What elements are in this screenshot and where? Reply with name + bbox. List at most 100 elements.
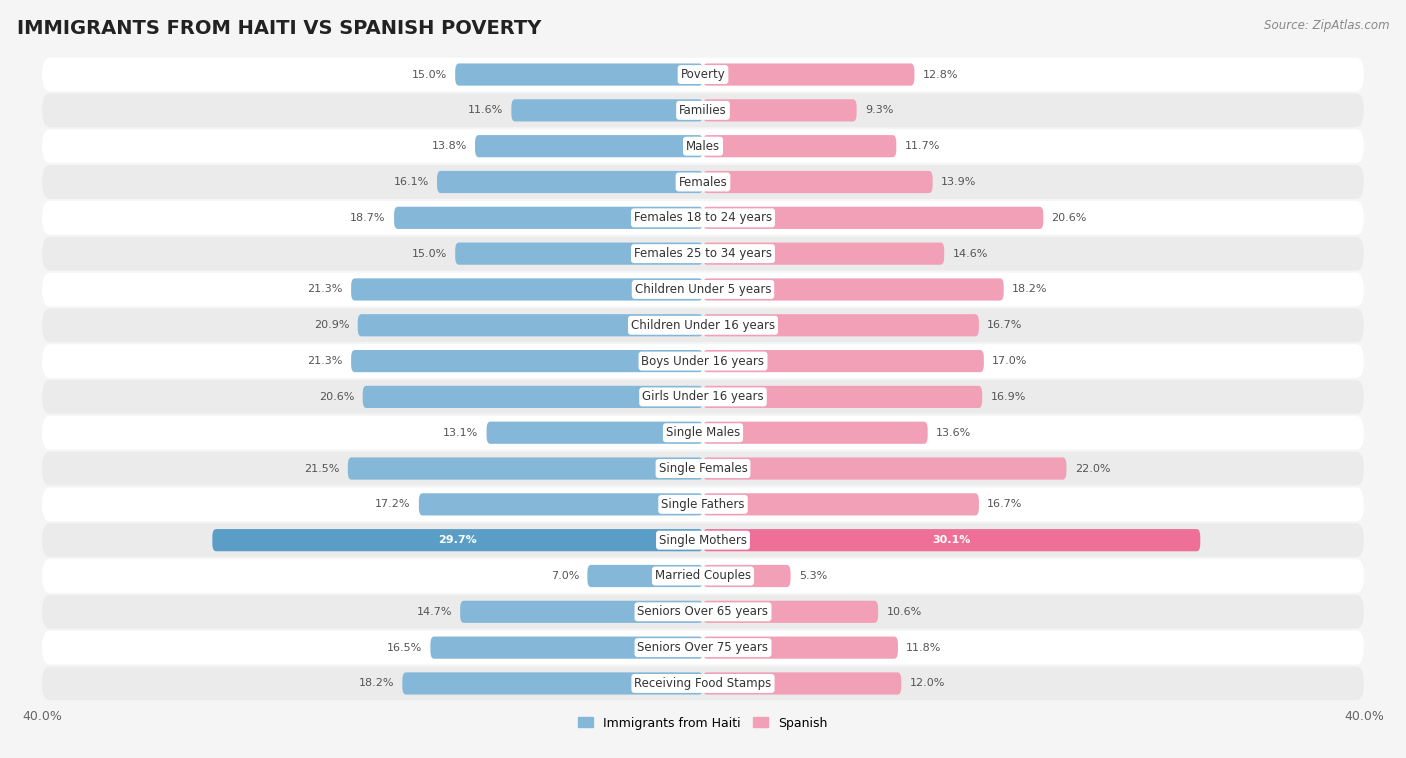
Text: 14.6%: 14.6%: [952, 249, 988, 258]
Text: 7.0%: 7.0%: [551, 571, 579, 581]
Text: 5.3%: 5.3%: [799, 571, 827, 581]
FancyBboxPatch shape: [42, 631, 1364, 665]
FancyBboxPatch shape: [352, 350, 703, 372]
Text: 30.1%: 30.1%: [932, 535, 970, 545]
FancyBboxPatch shape: [42, 309, 1364, 342]
FancyBboxPatch shape: [42, 595, 1364, 628]
Text: 22.0%: 22.0%: [1074, 464, 1111, 474]
FancyBboxPatch shape: [42, 416, 1364, 449]
Text: 9.3%: 9.3%: [865, 105, 893, 115]
FancyBboxPatch shape: [42, 165, 1364, 199]
FancyBboxPatch shape: [42, 380, 1364, 414]
Text: 18.2%: 18.2%: [1012, 284, 1047, 294]
FancyBboxPatch shape: [363, 386, 703, 408]
Legend: Immigrants from Haiti, Spanish: Immigrants from Haiti, Spanish: [574, 712, 832, 735]
FancyBboxPatch shape: [42, 523, 1364, 557]
Text: 17.2%: 17.2%: [375, 500, 411, 509]
Text: Children Under 16 years: Children Under 16 years: [631, 319, 775, 332]
Text: 20.6%: 20.6%: [319, 392, 354, 402]
FancyBboxPatch shape: [430, 637, 703, 659]
FancyBboxPatch shape: [703, 672, 901, 694]
FancyBboxPatch shape: [703, 278, 1004, 301]
Text: 16.5%: 16.5%: [387, 643, 422, 653]
Text: 29.7%: 29.7%: [439, 535, 477, 545]
FancyBboxPatch shape: [703, 99, 856, 121]
Text: 18.2%: 18.2%: [359, 678, 394, 688]
FancyBboxPatch shape: [42, 487, 1364, 522]
FancyBboxPatch shape: [703, 386, 983, 408]
Text: Females 25 to 34 years: Females 25 to 34 years: [634, 247, 772, 260]
Text: Married Couples: Married Couples: [655, 569, 751, 582]
FancyBboxPatch shape: [347, 457, 703, 480]
FancyBboxPatch shape: [703, 243, 945, 265]
FancyBboxPatch shape: [703, 135, 896, 158]
Text: 13.1%: 13.1%: [443, 428, 478, 437]
FancyBboxPatch shape: [703, 457, 1066, 480]
FancyBboxPatch shape: [475, 135, 703, 158]
Text: Females: Females: [679, 176, 727, 189]
FancyBboxPatch shape: [703, 171, 932, 193]
FancyBboxPatch shape: [42, 93, 1364, 127]
FancyBboxPatch shape: [703, 314, 979, 337]
Text: Single Males: Single Males: [666, 426, 740, 439]
FancyBboxPatch shape: [703, 350, 984, 372]
FancyBboxPatch shape: [42, 559, 1364, 593]
Text: 15.0%: 15.0%: [412, 70, 447, 80]
Text: 17.0%: 17.0%: [993, 356, 1028, 366]
Text: Seniors Over 75 years: Seniors Over 75 years: [637, 641, 769, 654]
FancyBboxPatch shape: [703, 421, 928, 444]
FancyBboxPatch shape: [437, 171, 703, 193]
Text: 11.6%: 11.6%: [468, 105, 503, 115]
FancyBboxPatch shape: [703, 565, 790, 587]
FancyBboxPatch shape: [588, 565, 703, 587]
Text: IMMIGRANTS FROM HAITI VS SPANISH POVERTY: IMMIGRANTS FROM HAITI VS SPANISH POVERTY: [17, 19, 541, 38]
Text: 13.6%: 13.6%: [936, 428, 972, 437]
FancyBboxPatch shape: [42, 58, 1364, 92]
Text: 15.0%: 15.0%: [412, 249, 447, 258]
FancyBboxPatch shape: [486, 421, 703, 444]
Text: 20.9%: 20.9%: [314, 321, 350, 330]
FancyBboxPatch shape: [352, 278, 703, 301]
Text: 21.3%: 21.3%: [308, 284, 343, 294]
Text: 14.7%: 14.7%: [416, 607, 451, 617]
Text: Single Females: Single Females: [658, 462, 748, 475]
FancyBboxPatch shape: [42, 344, 1364, 378]
Text: 21.5%: 21.5%: [304, 464, 339, 474]
Text: 16.7%: 16.7%: [987, 500, 1022, 509]
Text: 10.6%: 10.6%: [886, 607, 921, 617]
Text: Males: Males: [686, 139, 720, 152]
Text: Children Under 5 years: Children Under 5 years: [634, 283, 772, 296]
Text: 11.7%: 11.7%: [904, 141, 941, 151]
FancyBboxPatch shape: [394, 207, 703, 229]
Text: Females 18 to 24 years: Females 18 to 24 years: [634, 211, 772, 224]
FancyBboxPatch shape: [402, 672, 703, 694]
Text: Poverty: Poverty: [681, 68, 725, 81]
FancyBboxPatch shape: [42, 666, 1364, 700]
Text: 12.8%: 12.8%: [922, 70, 959, 80]
Text: 16.7%: 16.7%: [987, 321, 1022, 330]
Text: Boys Under 16 years: Boys Under 16 years: [641, 355, 765, 368]
Text: 12.0%: 12.0%: [910, 678, 945, 688]
FancyBboxPatch shape: [703, 207, 1043, 229]
Text: 16.1%: 16.1%: [394, 177, 429, 187]
FancyBboxPatch shape: [456, 243, 703, 265]
FancyBboxPatch shape: [419, 493, 703, 515]
FancyBboxPatch shape: [212, 529, 703, 551]
FancyBboxPatch shape: [512, 99, 703, 121]
Text: 16.9%: 16.9%: [990, 392, 1026, 402]
FancyBboxPatch shape: [357, 314, 703, 337]
FancyBboxPatch shape: [42, 130, 1364, 163]
Text: Single Mothers: Single Mothers: [659, 534, 747, 547]
Text: 13.9%: 13.9%: [941, 177, 976, 187]
FancyBboxPatch shape: [42, 236, 1364, 271]
Text: Families: Families: [679, 104, 727, 117]
FancyBboxPatch shape: [456, 64, 703, 86]
Text: 20.6%: 20.6%: [1052, 213, 1087, 223]
FancyBboxPatch shape: [703, 493, 979, 515]
FancyBboxPatch shape: [703, 529, 1201, 551]
FancyBboxPatch shape: [460, 600, 703, 623]
Text: Receiving Food Stamps: Receiving Food Stamps: [634, 677, 772, 690]
Text: 18.7%: 18.7%: [350, 213, 385, 223]
Text: Seniors Over 65 years: Seniors Over 65 years: [637, 606, 769, 619]
Text: 13.8%: 13.8%: [432, 141, 467, 151]
